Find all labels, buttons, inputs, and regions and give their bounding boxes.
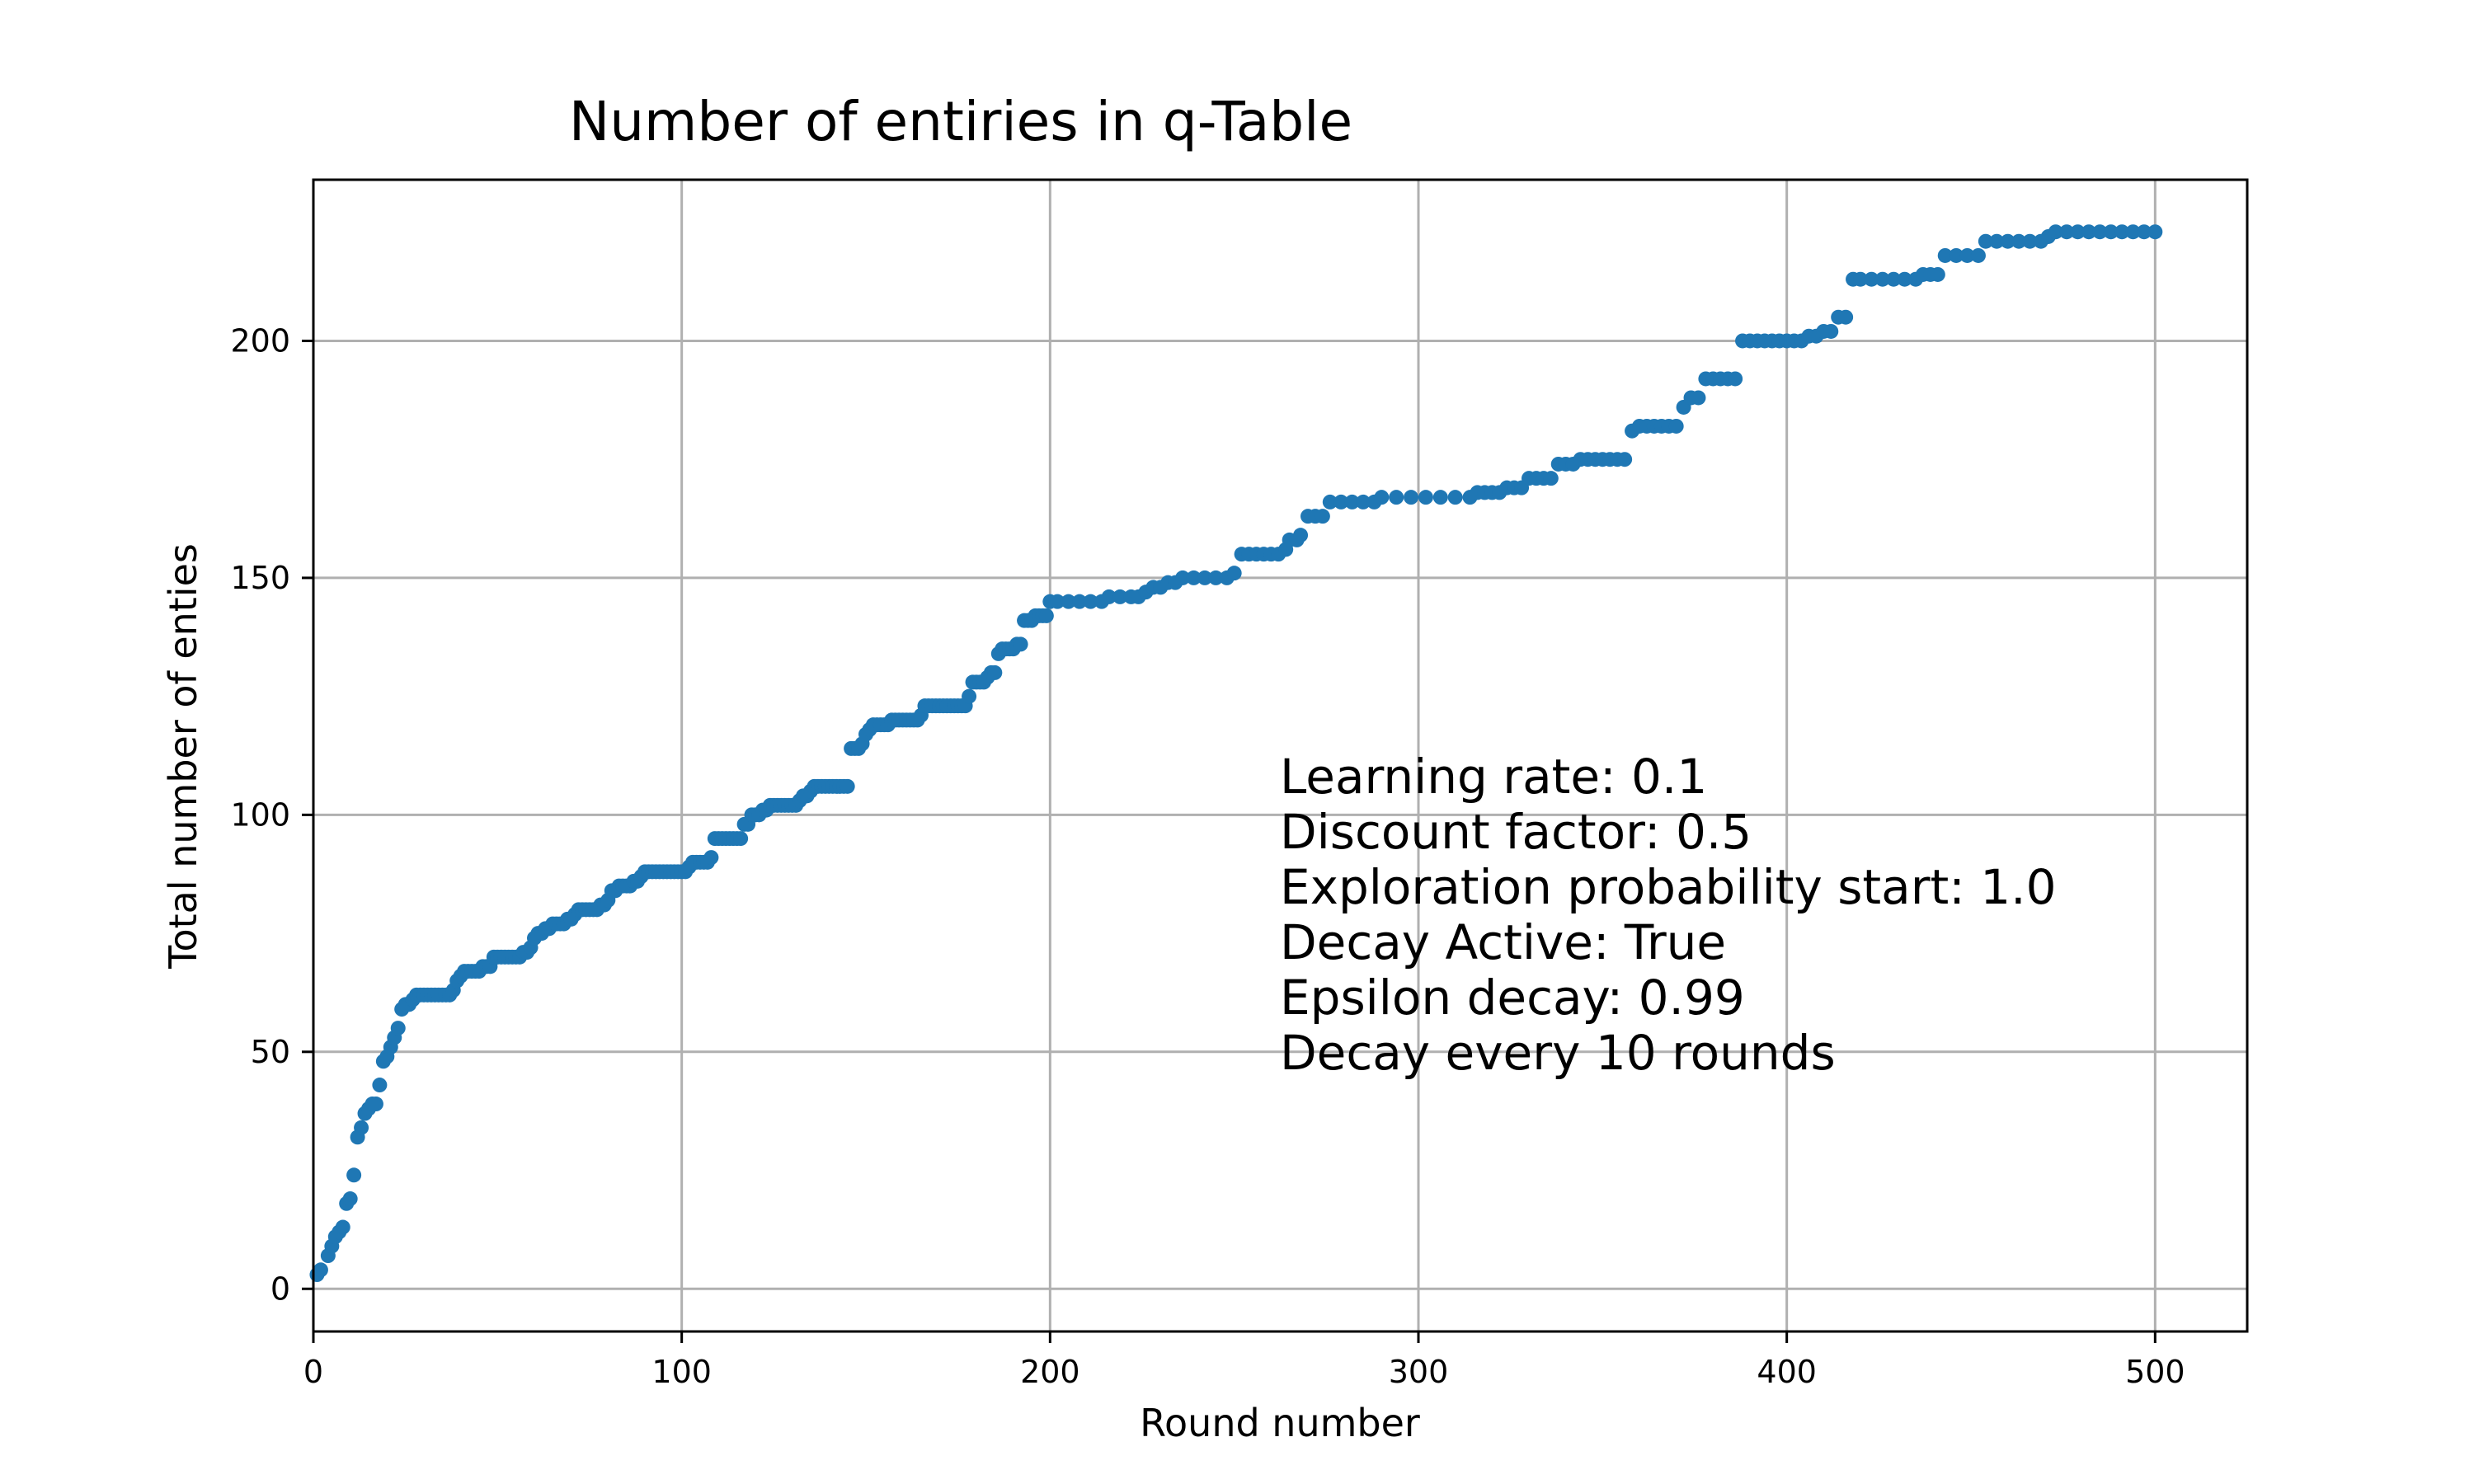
data-point bbox=[335, 1219, 350, 1235]
data-point bbox=[1374, 490, 1390, 505]
data-point bbox=[368, 1097, 383, 1112]
data-point bbox=[313, 1262, 328, 1278]
data-point bbox=[1333, 494, 1349, 510]
data-point bbox=[1112, 589, 1128, 604]
data-points bbox=[309, 224, 2163, 1283]
data-point bbox=[1404, 490, 1419, 505]
data-point bbox=[1897, 271, 1912, 287]
annotation-line: Learning rate: 0.1 bbox=[1280, 749, 1707, 805]
data-point bbox=[1853, 271, 1868, 287]
data-point bbox=[1617, 452, 1633, 467]
data-point bbox=[962, 688, 977, 704]
data-point bbox=[1874, 271, 1890, 287]
data-point bbox=[1050, 594, 1065, 609]
data-point bbox=[1989, 233, 2005, 249]
annotation-line: Decay Active: True bbox=[1280, 914, 1726, 970]
data-point bbox=[1864, 271, 1879, 287]
data-point bbox=[1949, 247, 1964, 263]
data-point bbox=[1072, 594, 1088, 609]
x-tick-label: 400 bbox=[1757, 1354, 1817, 1390]
annotation-line: Exploration probability start: 1.0 bbox=[1280, 859, 2057, 915]
data-point bbox=[1038, 608, 1054, 623]
data-point bbox=[390, 1021, 406, 1036]
data-point bbox=[1293, 528, 1309, 543]
data-point bbox=[1937, 247, 1953, 263]
data-point bbox=[840, 778, 855, 794]
data-point bbox=[1728, 371, 1743, 387]
data-point bbox=[1226, 566, 1242, 581]
annotation-line: Decay every 10 rounds bbox=[1280, 1025, 1836, 1081]
data-point bbox=[2136, 224, 2152, 240]
x-tick-label: 200 bbox=[1020, 1354, 1080, 1390]
data-point bbox=[1959, 247, 1975, 263]
x-axis-label: Round number bbox=[1140, 1401, 1420, 1445]
data-point bbox=[2081, 224, 2096, 240]
data-point bbox=[1344, 494, 1360, 510]
data-point bbox=[2092, 224, 2108, 240]
data-point bbox=[1186, 570, 1202, 585]
data-point bbox=[1930, 266, 1945, 282]
data-point bbox=[1668, 418, 1684, 434]
data-point bbox=[1447, 490, 1463, 505]
data-point bbox=[354, 1120, 369, 1135]
data-point bbox=[2103, 224, 2119, 240]
y-axis-label: Total number of enties bbox=[161, 543, 205, 970]
data-point bbox=[733, 831, 749, 847]
chart-title: Number of entiries in q-Table bbox=[569, 90, 1352, 153]
data-point bbox=[987, 665, 1003, 680]
x-tick-label: 300 bbox=[1389, 1354, 1449, 1390]
y-tick-label: 50 bbox=[251, 1034, 290, 1070]
data-point bbox=[2022, 233, 2038, 249]
data-point bbox=[1432, 490, 1448, 505]
data-point bbox=[1175, 570, 1191, 585]
plot-frame bbox=[312, 178, 2249, 1333]
data-point bbox=[1970, 247, 1986, 263]
data-point bbox=[1061, 594, 1076, 609]
y-tick-label: 150 bbox=[230, 560, 290, 596]
annotation-line: Discount factor: 0.5 bbox=[1280, 804, 1752, 860]
grid bbox=[312, 180, 2247, 1331]
y-tick-label: 200 bbox=[230, 322, 290, 359]
y-tick-label: 0 bbox=[270, 1270, 290, 1307]
x-axis: 0 100 200 300 400 500 bbox=[303, 1331, 2185, 1390]
data-point bbox=[703, 850, 719, 866]
x-tick-label: 0 bbox=[303, 1354, 323, 1390]
data-point bbox=[1418, 490, 1433, 505]
data-point bbox=[2125, 224, 2141, 240]
data-point bbox=[1322, 494, 1338, 510]
data-point bbox=[1691, 390, 1706, 406]
data-point bbox=[372, 1078, 388, 1093]
data-point bbox=[1823, 323, 1839, 339]
data-point bbox=[346, 1167, 362, 1183]
annotation-line: Epsilon decay: 0.99 bbox=[1280, 970, 1745, 1026]
data-point bbox=[2114, 224, 2130, 240]
data-point bbox=[2000, 233, 2015, 249]
data-point bbox=[1197, 570, 1212, 585]
data-point bbox=[2048, 224, 2063, 240]
y-tick-label: 100 bbox=[230, 796, 290, 833]
x-tick-label: 100 bbox=[651, 1354, 712, 1390]
data-point bbox=[1389, 490, 1404, 505]
data-point bbox=[1838, 309, 1854, 325]
data-point bbox=[2011, 233, 2027, 249]
data-point bbox=[342, 1191, 358, 1207]
data-point bbox=[1356, 494, 1371, 510]
data-point bbox=[1315, 509, 1330, 524]
data-point bbox=[1886, 271, 1902, 287]
x-tick-label: 500 bbox=[2125, 1354, 2185, 1390]
y-axis: 0 50 100 150 200 bbox=[230, 322, 313, 1307]
data-point bbox=[1013, 636, 1028, 652]
data-point bbox=[1101, 589, 1117, 604]
data-point bbox=[2059, 224, 2075, 240]
data-point bbox=[1543, 471, 1559, 486]
data-point bbox=[2070, 224, 2086, 240]
data-point bbox=[2147, 224, 2163, 240]
data-point bbox=[1083, 594, 1098, 609]
data-point bbox=[1208, 570, 1224, 585]
data-point bbox=[1978, 233, 1993, 249]
